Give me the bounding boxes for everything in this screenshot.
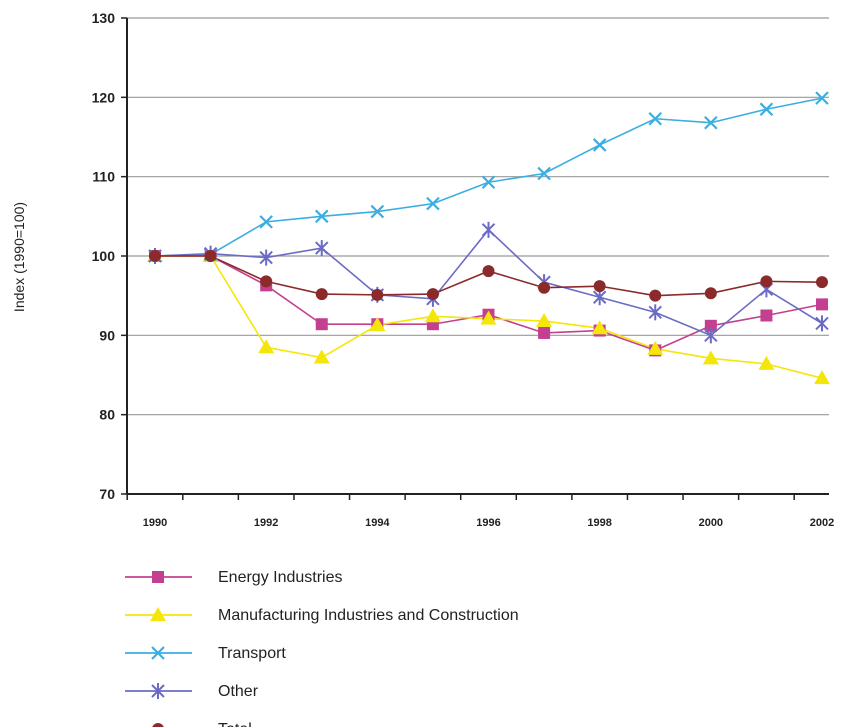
point-manufacturing-industries-and-construction-1993 <box>313 349 330 364</box>
point-transport-1992 <box>259 215 273 229</box>
point-manufacturing-industries-and-construction-1999 <box>647 340 664 355</box>
point-total-2002 <box>816 276 828 289</box>
point-manufacturing-industries-and-construction-2002 <box>814 370 830 385</box>
point-total-1994 <box>371 288 384 301</box>
axes: 70 80 90 100 110 120 130 1990 1992 1994 1996 1998 20… <box>92 10 835 529</box>
x-tick-label: 2002 <box>810 517 834 529</box>
point-manufacturing-industries-and-construction-1997 <box>536 313 553 328</box>
legend-item-energy-industries: Energy Industries <box>125 569 343 586</box>
legend-label: Total <box>218 721 252 727</box>
x-tick-label: 1996 <box>476 517 500 529</box>
legend-marker <box>152 723 164 727</box>
point-other-1992 <box>259 249 273 266</box>
point-other-2000 <box>704 327 718 344</box>
gridlines <box>127 17 829 416</box>
point-total-1997 <box>538 281 551 294</box>
legend-marker <box>151 683 165 699</box>
point-manufacturing-industries-and-construction-1998 <box>591 320 608 335</box>
y-tick-label: 110 <box>92 169 115 185</box>
legend-item-other: Other <box>125 683 259 700</box>
legend-marker <box>151 646 165 660</box>
point-total-1999 <box>649 289 662 302</box>
point-total-1993 <box>315 288 328 301</box>
point-total-1996 <box>482 265 495 278</box>
point-total-1991 <box>204 250 217 262</box>
point-other-1999 <box>648 304 662 321</box>
y-tick-label: 70 <box>99 486 115 502</box>
legend-label: Manufacturing Industries and Constructio… <box>218 607 519 624</box>
point-energy-industries-2001 <box>760 309 773 322</box>
point-transport-1999 <box>648 111 663 126</box>
point-transport-1995 <box>426 196 440 211</box>
point-transport-2001 <box>759 102 774 117</box>
point-energy-industries-2002 <box>816 298 828 311</box>
x-tick-label: 1990 <box>143 517 167 529</box>
x-tick-label: 2000 <box>699 517 723 529</box>
legend-marker <box>152 571 164 583</box>
point-total-2001 <box>760 275 773 288</box>
x-tick-label: 1994 <box>365 517 390 529</box>
point-total-1995 <box>426 288 439 301</box>
point-transport-1993 <box>314 209 329 224</box>
y-axis-label: Index (1990=100) <box>11 202 27 312</box>
point-other-1993 <box>315 240 329 257</box>
point-other-1996 <box>481 221 496 238</box>
point-transport-2002 <box>815 91 829 105</box>
point-manufacturing-industries-and-construction-1996 <box>480 310 497 325</box>
point-transport-1996 <box>481 175 496 189</box>
y-tick-label: 100 <box>92 248 116 264</box>
legend-marker <box>150 607 166 621</box>
point-energy-industries-2000 <box>704 319 717 332</box>
point-total-1990 <box>149 250 161 262</box>
point-energy-industries-1997 <box>538 326 551 339</box>
point-total-1998 <box>593 280 606 293</box>
x-tick-label: 1992 <box>254 517 278 529</box>
legend-label: Other <box>218 683 259 700</box>
point-total-1992 <box>260 275 273 288</box>
y-tick-label: 120 <box>92 89 116 105</box>
legend: Energy Industries Manufacturing Industrie… <box>125 569 519 727</box>
point-other-2002 <box>815 315 829 332</box>
legend-item-manufacturing-industries-and-construction: Manufacturing Industries and Constructio… <box>125 607 519 624</box>
legend-item-transport: Transport <box>125 645 286 662</box>
point-manufacturing-industries-and-construction-1995 <box>424 308 441 323</box>
point-manufacturing-industries-and-construction-2001 <box>758 355 775 370</box>
point-manufacturing-industries-and-construction-2000 <box>702 350 719 365</box>
y-tick-label: 80 <box>99 407 115 423</box>
point-transport-2000 <box>704 115 718 130</box>
legend-label: Energy Industries <box>218 569 343 586</box>
point-manufacturing-industries-and-construction-1992 <box>258 339 275 354</box>
point-transport-1997 <box>537 166 551 181</box>
point-total-2000 <box>704 287 717 300</box>
y-tick-label: 130 <box>92 10 116 26</box>
point-manufacturing-industries-and-construction-1994 <box>369 317 386 332</box>
point-energy-industries-1993 <box>315 318 328 331</box>
series-lines <box>154 97 823 379</box>
y-tick-label: 90 <box>99 327 115 343</box>
x-tick-label: 1998 <box>587 517 611 529</box>
legend-label: Transport <box>218 645 286 662</box>
point-transport-1998 <box>592 138 607 152</box>
legend-item-total: Total <box>152 721 252 727</box>
point-transport-1994 <box>370 204 385 219</box>
series-markers <box>147 91 830 385</box>
